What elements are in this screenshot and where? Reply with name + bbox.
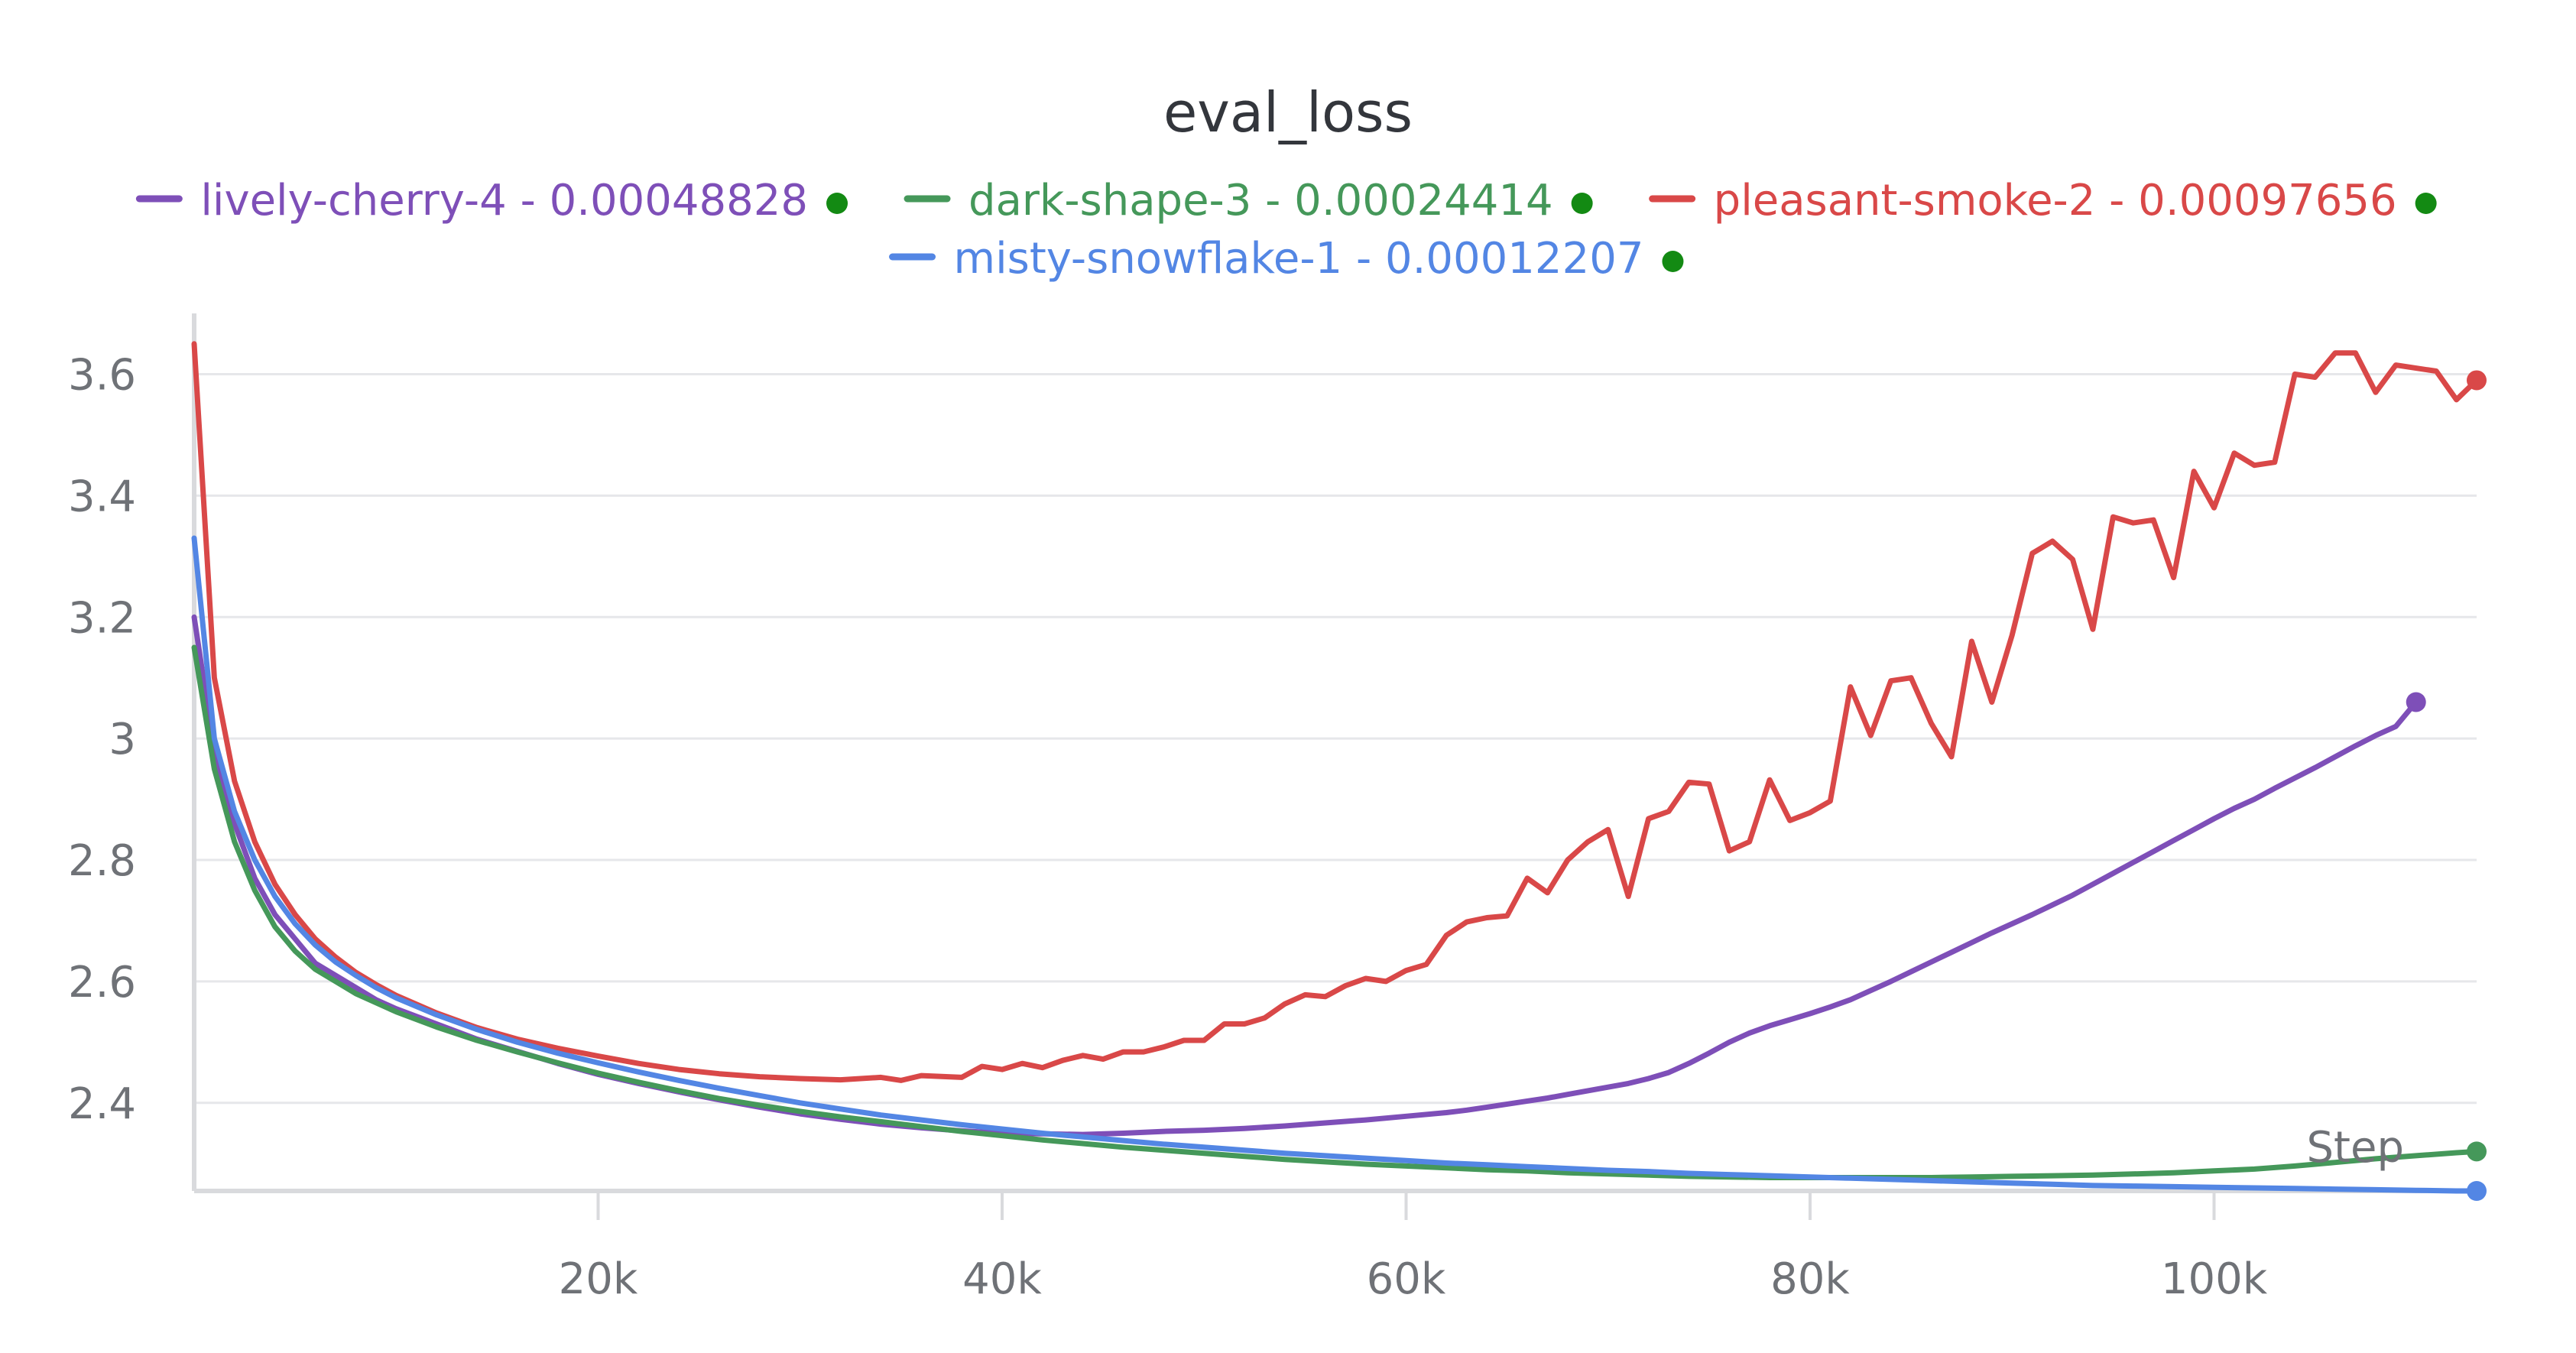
legend-label: dark-shape-3 - 0.00024414 [968,176,1553,226]
legend-item[interactable]: lively-cherry-4 - 0.00048828 [135,176,848,226]
series-end-markers [2406,370,2487,1201]
legend-item[interactable]: dark-shape-3 - 0.00024414 [904,176,1593,226]
legend: lively-cherry-4 - 0.00048828 dark-shape-3… [135,176,2437,284]
y-tick-label: 2.4 [68,1079,136,1129]
x-tick-label: 60k [1367,1254,1446,1304]
series-end-point-3 [2467,1181,2487,1201]
legend-item[interactable]: misty-snowflake-1 - 0.00012207 [889,234,1684,284]
x-tick-label: 80k [1770,1254,1850,1304]
series-line-2 [191,341,2480,1083]
y-tick-label: 2.8 [68,836,136,886]
x-tick-label: 20k [559,1254,638,1304]
legend-label: misty-snowflake-1 - 0.00012207 [954,234,1644,284]
run-status-dot [1662,251,1684,272]
y-tick-label: 2.6 [68,958,136,1007]
y-tick-label: 3 [109,715,136,764]
y-tick-label: 3.6 [68,350,136,400]
series-line-1 [191,644,2480,1180]
y-tick-label: 3.2 [68,593,136,643]
x-axis-label: Step [2306,1123,2404,1173]
series-lines [191,341,2480,1194]
legend-label: lively-cherry-4 - 0.00048828 [200,176,808,226]
run-status-dot [2415,193,2437,214]
chart-title: eval_loss [1163,80,1413,144]
run-status-dot [826,193,848,214]
series-end-point-1 [2467,1141,2487,1162]
legend-label: pleasant-smoke-2 - 0.00097656 [1714,176,2397,226]
x-tick-label: 100k [2161,1254,2268,1304]
series-end-point-2 [2467,370,2487,391]
y-tick-label: 3.4 [68,472,136,521]
run-status-dot [1571,193,1593,214]
axes: 2.4 2.6 2.8 3 3.2 3.4 3.6 20k 40k 60k 80k 100k [68,313,2477,1304]
series-line-3 [191,535,2480,1194]
series-end-point-0 [2406,692,2426,712]
x-tick-label: 40k [962,1254,1042,1304]
legend-item[interactable]: pleasant-smoke-2 - 0.00097656 [1649,176,2437,226]
